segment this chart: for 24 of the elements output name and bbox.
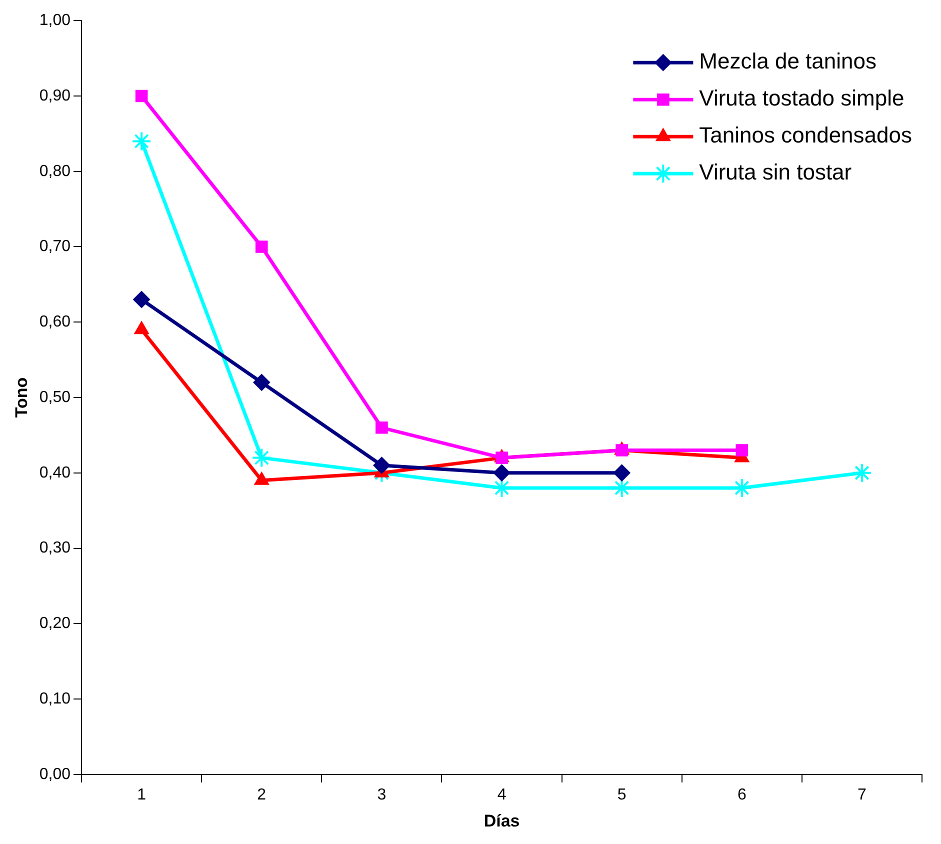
y-tick-label: 0,20: [39, 615, 71, 632]
x-axis-title: Días: [484, 811, 520, 830]
legend-label: Mezcla de taninos: [699, 48, 877, 74]
y-tick-label: 0,50: [39, 388, 71, 406]
x-tick-label: 3: [377, 786, 386, 804]
y-tick-label: 0,00: [39, 766, 71, 783]
legend-label: Viruta tostado simple: [699, 86, 904, 111]
y-tick-label: 0,90: [39, 87, 71, 104]
x-tick-label: 7: [858, 786, 867, 804]
x-tick-label: 6: [737, 786, 746, 804]
y-tick-label: 0,60: [39, 314, 71, 331]
x-tick-label: 4: [497, 786, 506, 804]
x-tick-label: 5: [617, 786, 626, 804]
y-tick-label: 0,70: [39, 238, 71, 256]
y-tick-label: 0,30: [39, 540, 71, 557]
y-tick-label: 0,40: [39, 464, 71, 482]
y-axis-title: Tono: [12, 377, 31, 418]
y-tick-label: 0,10: [39, 690, 71, 708]
y-tick-label: 1,00: [39, 12, 71, 30]
y-tick-label: 0,80: [39, 162, 71, 180]
legend-label: Viruta sin tostar: [699, 160, 852, 185]
x-tick-label: 1: [137, 786, 146, 804]
legend-label: Taninos condensados: [699, 122, 912, 148]
x-tick-label: 2: [257, 786, 266, 804]
